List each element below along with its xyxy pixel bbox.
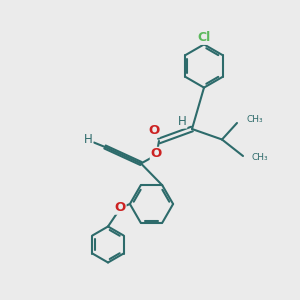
Text: H: H: [178, 115, 187, 128]
Text: CH₃: CH₃: [252, 153, 268, 162]
Text: O: O: [150, 147, 162, 161]
Text: H: H: [84, 133, 93, 146]
Text: O: O: [148, 124, 159, 137]
Text: CH₃: CH₃: [246, 116, 262, 124]
Text: O: O: [115, 201, 126, 214]
Text: Cl: Cl: [197, 31, 211, 44]
